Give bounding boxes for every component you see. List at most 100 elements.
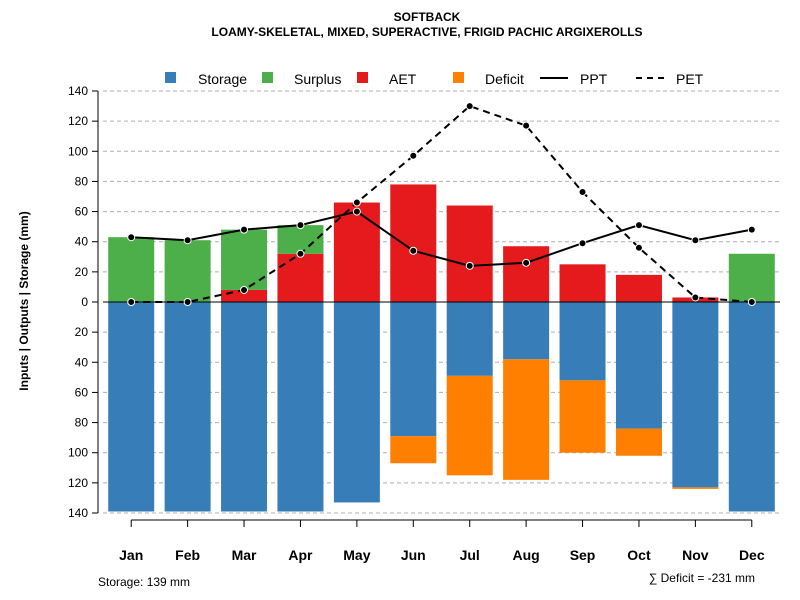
deficit-bar-sep	[559, 380, 606, 453]
storage-bar-feb	[164, 302, 211, 512]
surplus-bar-feb	[164, 240, 211, 302]
y-tick-label: 80	[75, 416, 89, 430]
storage-bar-apr	[277, 302, 324, 512]
ppt-point-may	[352, 207, 361, 216]
y-tick-label: 60	[75, 205, 89, 219]
storage-bar-mar	[221, 302, 268, 512]
ppt-point-oct	[634, 221, 643, 230]
pet-point-nov	[691, 293, 700, 302]
deficit-bar-nov	[672, 487, 719, 489]
x-tick-label-dec: Dec	[739, 547, 765, 563]
ppt-point-nov	[691, 236, 700, 245]
bars	[108, 184, 775, 512]
pet-point-may	[352, 198, 361, 207]
legend-deficit-swatch	[453, 72, 464, 83]
y-tick-label: 20	[75, 325, 89, 339]
x-tick-label-nov: Nov	[682, 547, 709, 563]
y-tick-label: 140	[68, 84, 88, 98]
x-tick-label-feb: Feb	[175, 547, 200, 563]
pet-point-mar	[240, 285, 249, 294]
y-tick-label: 140	[68, 506, 88, 520]
ppt-point-jan	[127, 233, 136, 242]
chart-title: SOFTBACK	[394, 10, 461, 24]
legend-surplus-swatch	[262, 72, 273, 83]
aet-bar-jun	[390, 184, 437, 302]
y-tick-label: 120	[68, 114, 88, 128]
deficit-bar-aug	[503, 359, 550, 480]
aet-bar-sep	[559, 264, 606, 302]
y-tick-label: 0	[81, 295, 88, 309]
surplus-bar-mar	[221, 229, 268, 290]
x-tick-label-jul: Jul	[460, 547, 480, 563]
y-tick-label: 100	[68, 446, 88, 460]
pet-point-sep	[578, 187, 587, 196]
legend-deficit-label: Deficit	[485, 71, 524, 87]
storage-bar-may	[333, 302, 380, 503]
pet-point-jun	[409, 151, 418, 160]
aet-bar-aug	[503, 246, 550, 302]
legend: Storage Surplus AET Deficit PPT PET	[165, 71, 704, 87]
x-axis: Jan Feb Mar Apr May Jun Jul Aug Sep Oct Nov Dec	[119, 519, 765, 563]
ppt-point-dec	[747, 225, 756, 234]
y-tick-label: 100	[68, 144, 88, 158]
x-tick-label-sep: Sep	[570, 547, 596, 563]
legend-aet-label: AET	[389, 71, 417, 87]
x-tick-label-aug: Aug	[513, 547, 540, 563]
storage-bar-dec	[728, 302, 775, 512]
pet-point-dec	[747, 298, 756, 306]
ppt-point-aug	[522, 258, 531, 267]
ppt-point-feb	[183, 236, 192, 245]
aet-bar-oct	[615, 274, 662, 302]
pet-point-feb	[183, 298, 192, 306]
surplus-bar-apr	[277, 225, 324, 254]
pet-point-jul	[465, 102, 474, 111]
y-axis: 140 120 100 80 60 40 20 0 20 40 60 80 100 120 140	[68, 84, 99, 520]
pet-point-jan	[127, 298, 136, 306]
storage-bar-jan	[108, 302, 155, 512]
ppt-point-sep	[578, 239, 587, 248]
ppt-line	[131, 210, 752, 267]
pet-point-aug	[522, 121, 531, 130]
x-tick-label-jan: Jan	[119, 547, 143, 563]
y-tick-label: 80	[75, 174, 89, 188]
ppt-point-mar	[240, 225, 249, 234]
chart-subtitle: LOAMY-SKELETAL, MIXED, SUPERACTIVE, FRIG…	[211, 25, 642, 39]
aet-bar-apr	[277, 253, 324, 302]
storage-bar-sep	[559, 302, 606, 381]
ppt-point-jun	[409, 246, 418, 255]
deficit-bar-jul	[446, 375, 493, 476]
y-tick-label: 40	[75, 355, 89, 369]
x-tick-label-may: May	[343, 547, 370, 563]
y-tick-label: 60	[75, 385, 89, 399]
ppt-point-apr	[296, 221, 305, 230]
gridlines	[103, 90, 780, 514]
storage-bar-jun	[390, 302, 437, 437]
deficit-bar-oct	[615, 428, 662, 456]
surplus-bar-jan	[108, 237, 155, 302]
legend-pet-label: PET	[676, 71, 704, 87]
legend-ppt-label: PPT	[580, 71, 608, 87]
storage-bar-jul	[446, 302, 493, 376]
surplus-bar-dec	[728, 253, 775, 302]
storage-bar-oct	[615, 302, 662, 429]
legend-aet-swatch	[357, 72, 368, 83]
storage-footnote: Storage: 139 mm	[98, 575, 190, 589]
ppt-point-jul	[465, 261, 474, 270]
series-lines	[131, 104, 752, 303]
series-points	[127, 102, 756, 306]
aet-bar-may	[333, 202, 380, 302]
legend-storage-label: Storage	[198, 71, 247, 87]
pet-point-oct	[634, 243, 643, 252]
legend-surplus-label: Surplus	[294, 71, 341, 87]
y-tick-label: 20	[75, 265, 89, 279]
storage-bar-aug	[503, 302, 550, 360]
storage-bar-nov	[672, 302, 719, 488]
y-axis-label: Inputs | Outputs | Storage (mm)	[17, 211, 31, 390]
deficit-bar-jun	[390, 436, 437, 464]
deficit-footnote: ∑ Deficit = -231 mm	[649, 571, 755, 585]
x-tick-label-mar: Mar	[232, 547, 257, 563]
x-tick-label-oct: Oct	[627, 547, 651, 563]
y-tick-label: 120	[68, 476, 88, 490]
y-tick-label: 40	[75, 235, 89, 249]
